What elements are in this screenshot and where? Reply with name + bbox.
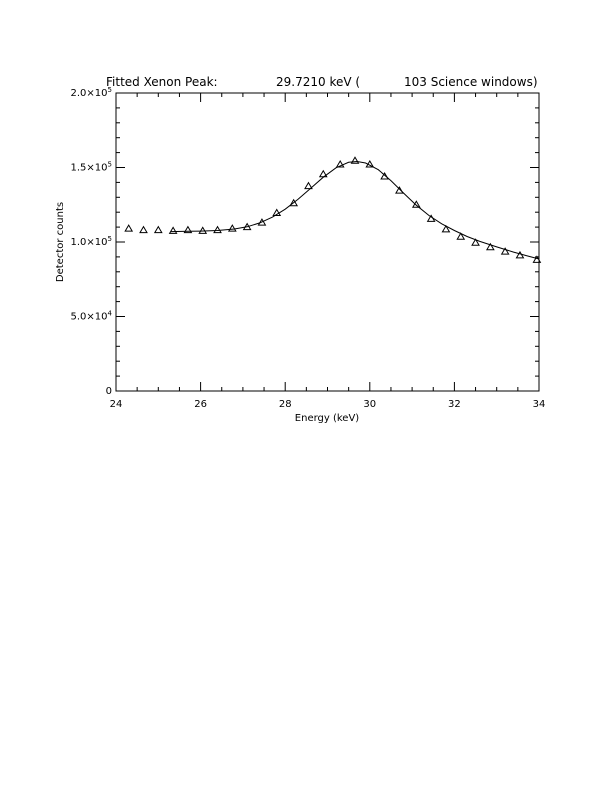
data-point — [242, 222, 252, 231]
data-point — [213, 225, 222, 234]
x-tick-label: 32 — [448, 399, 461, 410]
x-tick-label: 28 — [279, 399, 292, 410]
x-axis-label: Energy (keV) — [295, 413, 360, 424]
data-point — [471, 238, 480, 246]
x-tick-label: 34 — [533, 399, 546, 410]
data-point — [411, 200, 421, 208]
data-point — [124, 224, 134, 232]
data-point — [153, 225, 163, 234]
y-tick-label: 1.5×105 — [71, 161, 112, 174]
data-point — [257, 218, 267, 226]
chart-title-label: Fitted Xenon Peak: — [106, 75, 218, 89]
data-point — [395, 186, 404, 194]
data-point — [426, 214, 436, 222]
data-point — [289, 198, 299, 207]
x-tick-label: 30 — [363, 399, 376, 410]
data-point — [441, 224, 451, 233]
chart-title-energy: 29.7210 keV ( — [276, 75, 360, 89]
data-point — [272, 208, 282, 216]
data-markers — [124, 156, 542, 263]
x-tick-label: 26 — [194, 399, 207, 410]
data-point — [183, 225, 193, 234]
y-tick-label: 0 — [106, 386, 112, 397]
y-axis-label: Detector counts — [55, 202, 66, 282]
data-point — [485, 242, 495, 251]
data-point — [198, 226, 208, 234]
fit-line-layer — [170, 160, 540, 260]
data-point — [304, 181, 313, 190]
data-point — [500, 247, 510, 255]
y-tick-labels: 0 5.0×104 1.0×105 1.5×105 2.0×105 — [71, 86, 113, 397]
data-point — [532, 255, 542, 263]
y-tick-label: 1.0×105 — [71, 235, 112, 248]
x-tick-labels: 24 26 28 30 32 34 — [110, 399, 546, 410]
data-point — [380, 171, 389, 180]
data-point — [335, 160, 345, 168]
data-point — [318, 169, 328, 178]
data-point — [139, 225, 148, 234]
data-point — [515, 250, 525, 259]
chart-title-windows: 103 Science windows) — [404, 75, 538, 89]
data-point — [456, 232, 466, 240]
plot-frame — [115, 92, 540, 392]
y-tick-label: 2.0×105 — [71, 86, 112, 99]
data-point — [350, 156, 360, 164]
axis-ticks — [115, 92, 540, 392]
data-point — [227, 224, 237, 232]
data-point — [168, 226, 178, 234]
data-point — [365, 160, 375, 168]
y-tick-label: 5.0×104 — [71, 310, 113, 323]
fit-curve — [170, 160, 540, 260]
x-tick-label: 24 — [110, 399, 123, 410]
